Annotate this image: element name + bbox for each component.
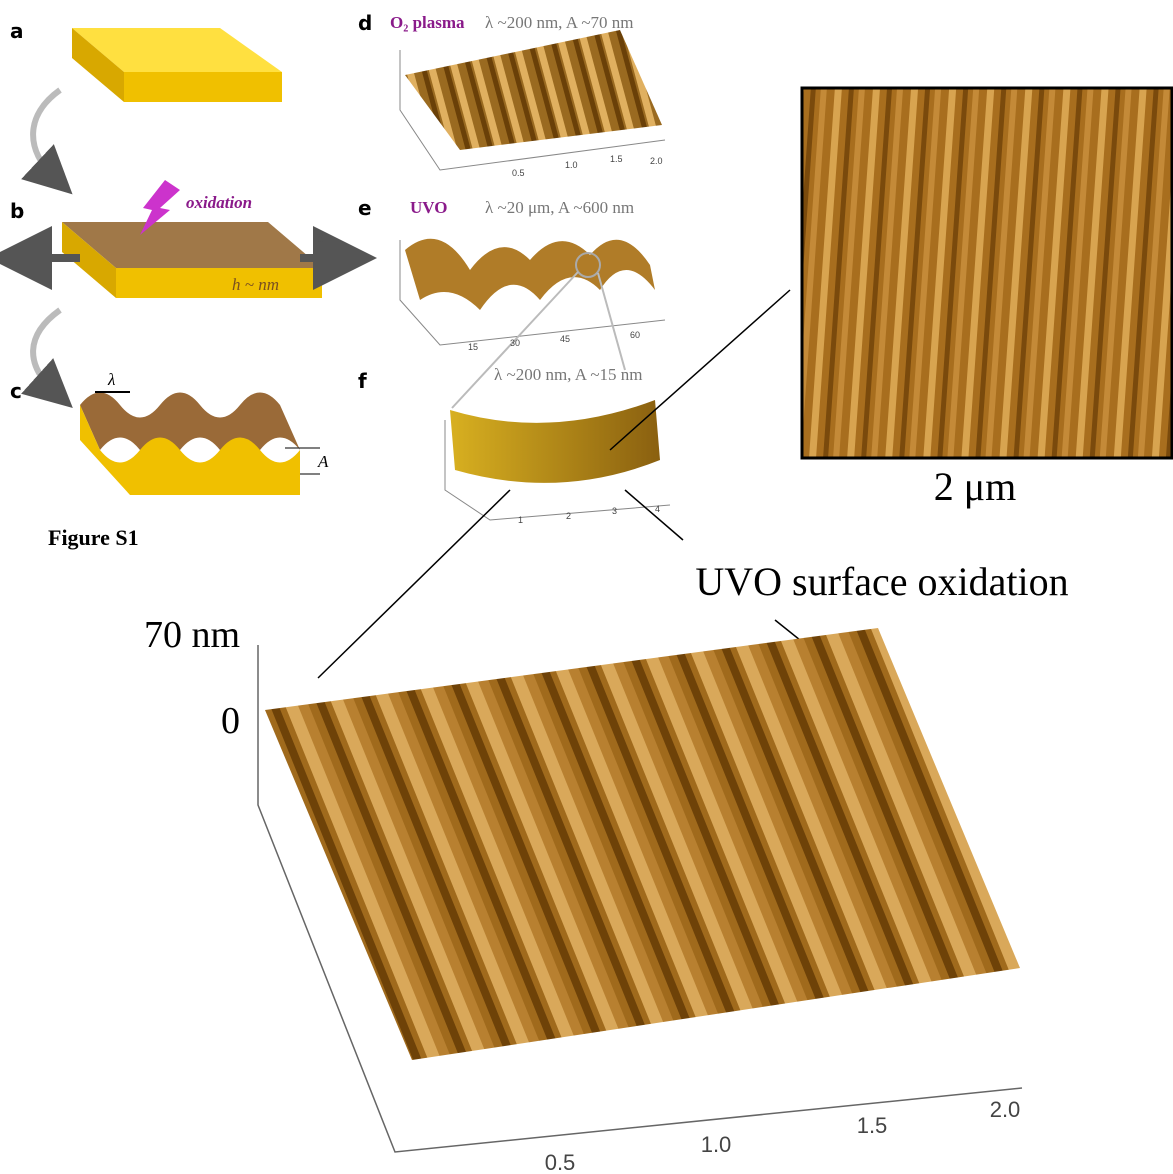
callout (317, 489, 511, 679)
tick: 60 (630, 330, 640, 340)
zoom-circle (575, 252, 601, 278)
axes (257, 645, 1023, 1153)
tick: 30 (510, 338, 520, 348)
axes (399, 240, 666, 346)
block-top (72, 28, 282, 72)
panel-label: e (358, 196, 372, 220)
callout (624, 489, 684, 541)
figure-label: Figure S1 (48, 525, 139, 550)
block-front (124, 72, 282, 102)
tick: 2.0 (650, 156, 663, 166)
axes (399, 50, 666, 171)
afm-image (800, 86, 1173, 460)
tick: 1 (518, 515, 523, 525)
params: λ ~200 nm, A ~70 nm (485, 13, 633, 32)
tick: 1.5 (610, 154, 623, 164)
surface-f (450, 400, 660, 483)
thickness-label: h ~ nm (232, 275, 279, 294)
caption: UVO surface oxidation (695, 559, 1068, 604)
z-label: 70 nm (144, 614, 240, 656)
tick: 4 (655, 504, 660, 514)
zoom-line (451, 271, 579, 409)
scale-label: 2 μm (934, 464, 1017, 509)
tick: 3 (612, 506, 617, 516)
params: λ ~200 nm, A ~15 nm (494, 365, 642, 384)
tick: 1.0 (565, 160, 578, 170)
tick: 2 (566, 511, 571, 521)
surface-d (405, 30, 662, 150)
z-label: 0 (221, 700, 240, 742)
callout (609, 289, 791, 451)
oxidation-label: oxidation (186, 193, 252, 212)
strain-label: ε (316, 226, 324, 246)
lightning (140, 180, 180, 235)
wavy-surface (80, 392, 300, 463)
params: λ ~20 μm, A ~600 nm (485, 198, 634, 217)
surface-zoom (265, 628, 1020, 1060)
treatment: UVO (410, 198, 447, 217)
axes (444, 420, 671, 521)
panel-label: d (358, 11, 372, 35)
callout (774, 619, 801, 641)
zoom-line (597, 272, 626, 371)
tick: 0.5 (512, 168, 525, 178)
wavy-block (80, 405, 300, 495)
arrow (21, 87, 73, 195)
x-tick-label: 0.5 (545, 1150, 576, 1174)
film-top (62, 222, 322, 268)
amplitude-label: A (317, 452, 329, 471)
panel-label: f (358, 369, 367, 393)
tick: 45 (560, 334, 570, 344)
block-side (72, 28, 124, 102)
panel-label: c (10, 379, 22, 403)
block-side (62, 222, 116, 298)
block-front (116, 268, 322, 298)
x-tick-label: 1.5 (857, 1113, 888, 1138)
surface-e (405, 238, 655, 310)
panel-label: b (10, 199, 24, 223)
treatment: O₂ plasma (390, 13, 465, 32)
panel-label: a (10, 19, 24, 43)
lambda-label: λ (107, 370, 115, 389)
tick: 15 (468, 342, 478, 352)
arrow (21, 307, 73, 409)
x-tick-label: 1.0 (701, 1132, 732, 1157)
x-tick-label: 2.0 (990, 1097, 1021, 1122)
